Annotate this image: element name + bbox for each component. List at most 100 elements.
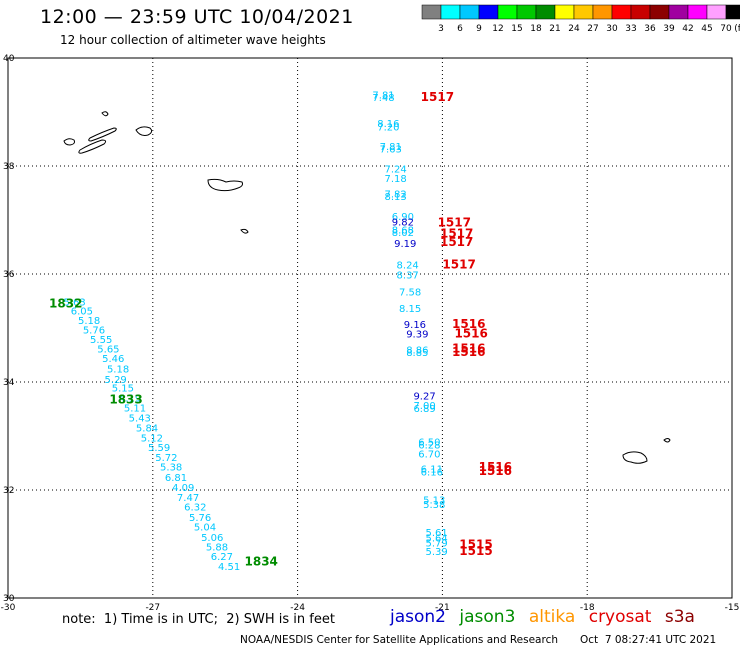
- pass-number-label: 1517: [442, 258, 475, 272]
- colorbar-label: 18: [530, 24, 542, 34]
- swh-observation: 5.15: [112, 384, 134, 395]
- pass-number-label: 1516: [479, 460, 512, 474]
- swh-observation: 7.63: [380, 145, 402, 156]
- pass-number-label: 1516: [479, 464, 512, 478]
- swh-observation: 9.16: [404, 320, 426, 331]
- axis-tick-labels: -30 -27 -24 -21 -18 -15 40 38 36 34 32 30: [1, 54, 740, 613]
- swh-observation: 9.19: [394, 239, 416, 250]
- pass-number-label: 1832: [49, 296, 82, 310]
- legend-cryosat: cryosat: [588, 607, 652, 627]
- islands: [63, 111, 671, 464]
- colorbar-label: 27: [587, 24, 598, 34]
- colorbar-swatch: [554, 4, 575, 20]
- footer-note: note: 1) Time is in UTC; 2) SWH is in fe…: [62, 612, 335, 627]
- colorbar-label: 21: [549, 24, 560, 34]
- legend-altika: altika: [528, 607, 576, 627]
- swh-observation: 7.81: [372, 91, 394, 102]
- swh-observation: 4.51: [218, 562, 240, 573]
- swh-observation: 5.88: [206, 542, 228, 553]
- lon-tick-label: -15: [725, 603, 740, 613]
- credit-line: NOAA/NESDIS Center for Satellite Applica…: [240, 634, 558, 646]
- island-sao-jorge: [88, 127, 117, 142]
- island-santa-maria: [240, 228, 249, 234]
- colorbar-swatch: [592, 4, 613, 20]
- island-madeira: [622, 451, 648, 464]
- swh-observation: 5.18: [78, 316, 100, 327]
- colorbar-label: 12: [492, 24, 503, 34]
- lat-tick-label: 34: [3, 378, 15, 388]
- pass-number-label: 1517: [440, 235, 473, 249]
- swh-observation: 5.38: [423, 500, 445, 511]
- colorbar-swatch: [497, 4, 518, 20]
- island-flores: [101, 111, 109, 117]
- swh-observation: 8.15: [399, 304, 421, 315]
- swh-observation: 7.18: [384, 174, 406, 185]
- swh-observation: 7.24: [384, 164, 406, 175]
- swh-observation: 5.29: [105, 375, 127, 386]
- pass-number-label: 1833: [109, 393, 142, 407]
- swh-observation: 8.16: [377, 119, 399, 130]
- swh-observation: 5.61: [426, 528, 448, 539]
- wave-height-observations: 5.636.055.185.765.555.655.465.185.295.15…: [64, 91, 448, 573]
- swh-observation: 5.76: [189, 513, 211, 524]
- generated-timestamp: Oct 7 08:27:41 UTC 2021: [580, 634, 717, 646]
- swh-observation: 5.12: [141, 433, 163, 444]
- colorbar-swatch: [421, 4, 442, 20]
- colorbar-label: 3: [438, 24, 444, 34]
- pass-number-label: 1517: [438, 215, 471, 229]
- swh-observation: 5.38: [160, 463, 182, 474]
- pass-number-label: 1834: [245, 555, 278, 569]
- swh-observation: 8.68: [392, 226, 414, 237]
- pass-number-label: 1516: [452, 341, 485, 355]
- swh-observation: 7.00: [413, 401, 435, 412]
- swh-observation: 9.39: [406, 330, 428, 341]
- lon-tick-label: -24: [290, 603, 305, 613]
- swh-observation: 6.70: [418, 450, 440, 461]
- colorbar-swatch: [668, 4, 689, 20]
- colorbar-label: 70: [720, 24, 732, 34]
- swh-observation: 7.20: [377, 122, 399, 133]
- swh-observation: 6.05: [71, 307, 93, 318]
- satellite-legend: jason2 jason3 altika cryosat s3a: [390, 607, 703, 627]
- page-subtitle: 12 hour collection of altimeter wave hei…: [60, 33, 326, 47]
- swh-observation: 8.85: [406, 348, 428, 359]
- lon-tick-label: -27: [145, 603, 160, 613]
- swh-observation: 6.90: [392, 212, 414, 223]
- colorbar-label: 6: [457, 24, 463, 34]
- swh-observation: 5.79: [426, 539, 448, 550]
- pass-number-label: 1516: [452, 317, 485, 331]
- colorbar-swatch: [459, 4, 480, 20]
- colorbar-swatch: [573, 4, 594, 20]
- swh-observation: 6.27: [211, 552, 233, 563]
- swh-observation: 5.64: [426, 533, 448, 544]
- colorbar-swatch: [706, 4, 727, 20]
- colorbar-swatch: [516, 4, 537, 20]
- pass-number-label: 1515: [459, 544, 492, 558]
- swh-observation: 5.65: [97, 344, 119, 355]
- colorbar-swatch: [440, 4, 461, 20]
- colorbar-label: (ft): [734, 24, 740, 34]
- pass-labels: 1832183318341517151715171517151715161516…: [49, 90, 512, 568]
- swh-observation: 5.72: [155, 453, 177, 464]
- colorbar-swatch: [725, 4, 740, 20]
- swh-observation: 8.24: [397, 261, 419, 272]
- lon-tick-label: -21: [435, 603, 450, 613]
- pass-number-label: 1517: [421, 90, 454, 104]
- swh-observation: 5.39: [426, 547, 448, 558]
- swh-observation: 5.76: [83, 325, 105, 336]
- swh-observation: 8.13: [384, 192, 406, 203]
- swh-observation: 9.27: [413, 391, 435, 402]
- swh-observation: 6.50: [418, 438, 440, 449]
- map-frame: [7, 57, 733, 599]
- colorbar-swatch: [478, 4, 499, 20]
- colorbar-label: 30: [606, 24, 618, 34]
- legend-s3a: s3a: [664, 607, 695, 627]
- pass-number-label: 1517: [440, 226, 473, 240]
- pass-number-label: 1516: [452, 345, 485, 359]
- island-graciosa: [135, 126, 153, 136]
- swh-observation: 6.32: [184, 503, 206, 514]
- pass-number-label: 1515: [459, 537, 492, 551]
- swh-observation: 6.81: [165, 473, 187, 484]
